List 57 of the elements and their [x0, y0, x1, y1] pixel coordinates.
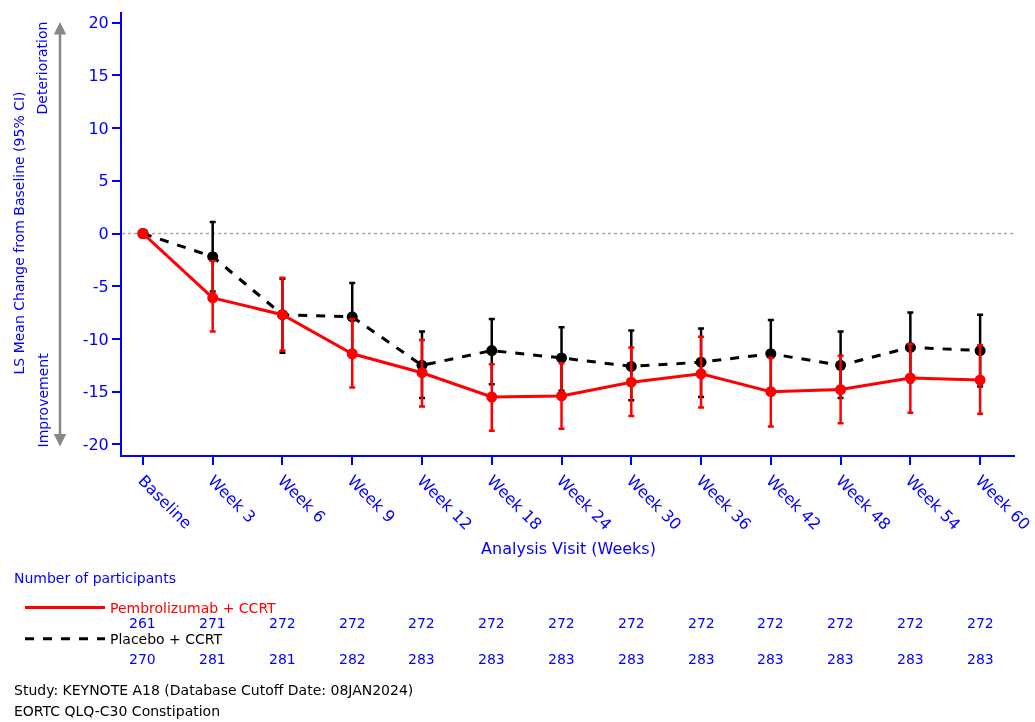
text: Pembrolizumab + CCRT: [110, 600, 277, 617]
text: Number of participants: [14, 570, 176, 586]
point: [486, 391, 498, 403]
point: [974, 374, 986, 386]
text: 283: [827, 651, 854, 667]
y-axis-title: LS Mean Change from Baseline (95% CI): [10, 91, 27, 375]
text: 281: [199, 651, 226, 667]
x-axis-title: Analysis Visit (Weeks): [481, 538, 656, 558]
text: 272: [688, 615, 715, 631]
text: Improvement: [34, 352, 51, 448]
point: [556, 390, 568, 402]
text: 272: [548, 615, 575, 631]
point: [695, 368, 707, 380]
point: [486, 345, 498, 357]
text: 283: [688, 651, 715, 667]
y-tick-label: 10: [88, 118, 109, 138]
point: [346, 348, 358, 360]
point: [207, 292, 219, 304]
text: 271: [199, 615, 226, 631]
text: 283: [757, 651, 784, 667]
y-tick-label: 15: [88, 65, 109, 85]
text: 270: [129, 651, 156, 667]
text: 283: [478, 651, 505, 667]
text: Study: KEYNOTE A18 (Database Cutoff Date: 08JAN2024): [14, 682, 414, 698]
y-tick-label: 20: [88, 13, 109, 33]
text: 283: [618, 651, 645, 667]
y-tick-label: 0: [98, 224, 109, 244]
text: Placebo + CCRT: [110, 631, 223, 648]
text: 272: [408, 615, 435, 631]
text: 272: [967, 615, 994, 631]
text: 281: [269, 651, 296, 667]
text: 272: [478, 615, 505, 631]
point: [625, 376, 637, 388]
text: 272: [827, 615, 854, 631]
point: [835, 384, 847, 396]
y-tick-label: -5: [92, 276, 109, 296]
y-tick-label: -10: [82, 329, 109, 349]
point: [556, 352, 568, 364]
text: 272: [618, 615, 645, 631]
text: 283: [897, 651, 924, 667]
text: 283: [408, 651, 435, 667]
text: 272: [339, 615, 366, 631]
text: Deterioration: [33, 21, 50, 115]
point: [904, 372, 916, 384]
text: 282: [339, 651, 366, 667]
y-tick-label: -20: [82, 435, 109, 455]
y-tick-label: 5: [98, 171, 109, 191]
text: EORTC QLQ-C30 Constipation: [14, 703, 221, 719]
point: [416, 367, 428, 379]
text: 261: [129, 615, 156, 631]
text: 272: [897, 615, 924, 631]
text: 283: [967, 651, 994, 667]
text: 283: [548, 651, 575, 667]
text: 272: [269, 615, 296, 631]
text: 272: [757, 615, 784, 631]
y-tick-label: -15: [82, 382, 109, 402]
point: [765, 386, 777, 398]
